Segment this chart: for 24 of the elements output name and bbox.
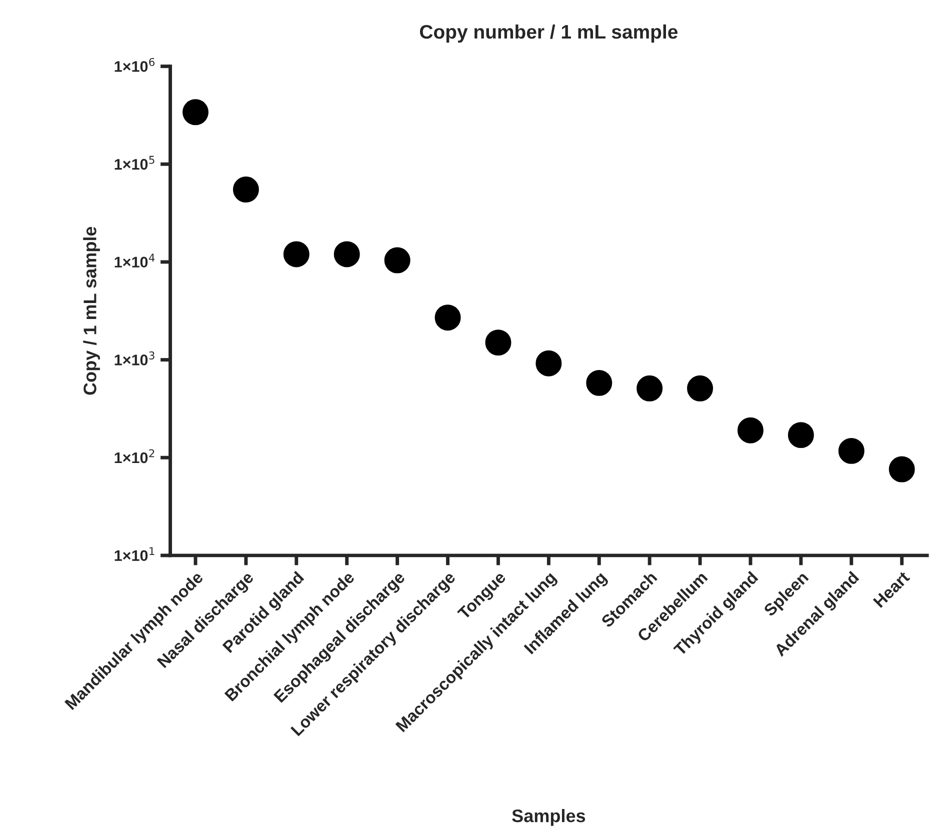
point bbox=[384, 247, 410, 274]
point bbox=[232, 176, 259, 203]
point bbox=[687, 375, 714, 402]
point bbox=[586, 370, 612, 396]
point bbox=[536, 350, 562, 376]
y-tick-label: 1×10$^{1}$ bbox=[114, 547, 154, 562]
point bbox=[283, 241, 310, 268]
y-tick-label: 1×10$^{4}$ bbox=[114, 254, 155, 268]
point bbox=[485, 330, 512, 356]
point bbox=[636, 375, 663, 402]
point bbox=[434, 304, 461, 331]
y-tick-label: 1×10$^{5}$ bbox=[114, 156, 154, 170]
y-tick-label: 1×10$^{3}$ bbox=[114, 351, 154, 366]
point bbox=[838, 438, 864, 464]
point bbox=[738, 417, 764, 444]
y-tick-label: 1×10$^{2}$ bbox=[114, 449, 154, 464]
y-tick-label: 1×10$^{6}$ bbox=[114, 58, 155, 72]
x-axis-title: Samples bbox=[512, 808, 586, 826]
point bbox=[182, 99, 208, 126]
y-axis-title: Copy / 1 mL sample bbox=[83, 226, 100, 395]
point bbox=[788, 422, 814, 448]
point bbox=[334, 241, 360, 268]
chart-title: Copy number / 1 mL sample bbox=[420, 24, 678, 43]
point bbox=[888, 456, 915, 482]
